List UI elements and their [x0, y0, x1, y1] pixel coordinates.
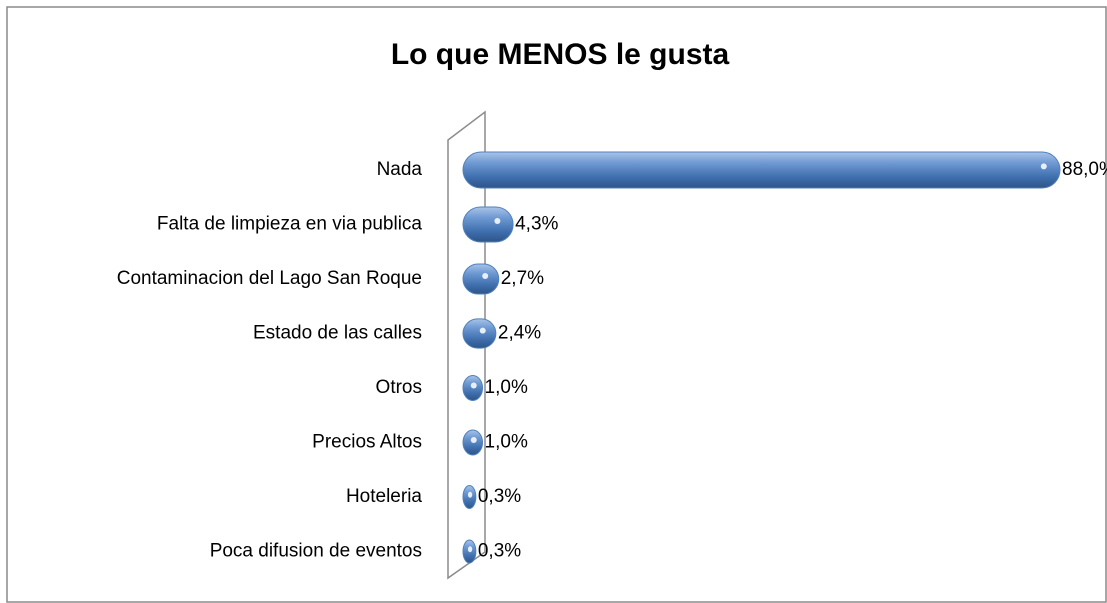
data-label: 1,0% [485, 432, 528, 453]
bar [462, 151, 1061, 189]
data-label: 0,3% [478, 486, 521, 507]
chart-border [6, 6, 1107, 603]
category-label: Contaminacion del Lago San Roque [117, 268, 422, 289]
bar [462, 263, 500, 295]
bar-highlight [467, 491, 473, 498]
bar-highlight [467, 546, 473, 553]
data-label: 2,4% [498, 323, 541, 344]
bar-highlight [479, 327, 486, 334]
bar [462, 206, 514, 243]
category-label: Poca difusion de eventos [210, 541, 422, 562]
category-label: Falta de limpieza en via publica [157, 214, 423, 235]
data-label: 1,0% [485, 377, 528, 398]
data-label: 2,7% [501, 268, 544, 289]
bar-highlight [482, 272, 489, 279]
category-label: Hoteleria [346, 486, 422, 507]
data-label: 4,3% [515, 214, 558, 235]
category-label: Nada [377, 159, 423, 180]
bar-highlight [1040, 163, 1047, 170]
chart-title: Lo que MENOS le gusta [391, 38, 730, 71]
bar-highlight [470, 382, 477, 389]
data-label: 88,0% [1062, 159, 1107, 180]
category-label: Otros [376, 377, 422, 398]
data-label: 0,3% [478, 541, 521, 562]
bar [462, 318, 497, 349]
category-label: Estado de las calles [253, 323, 422, 344]
bar-highlight [470, 437, 477, 443]
bar-highlight [494, 218, 501, 225]
category-label: Precios Altos [312, 432, 422, 453]
